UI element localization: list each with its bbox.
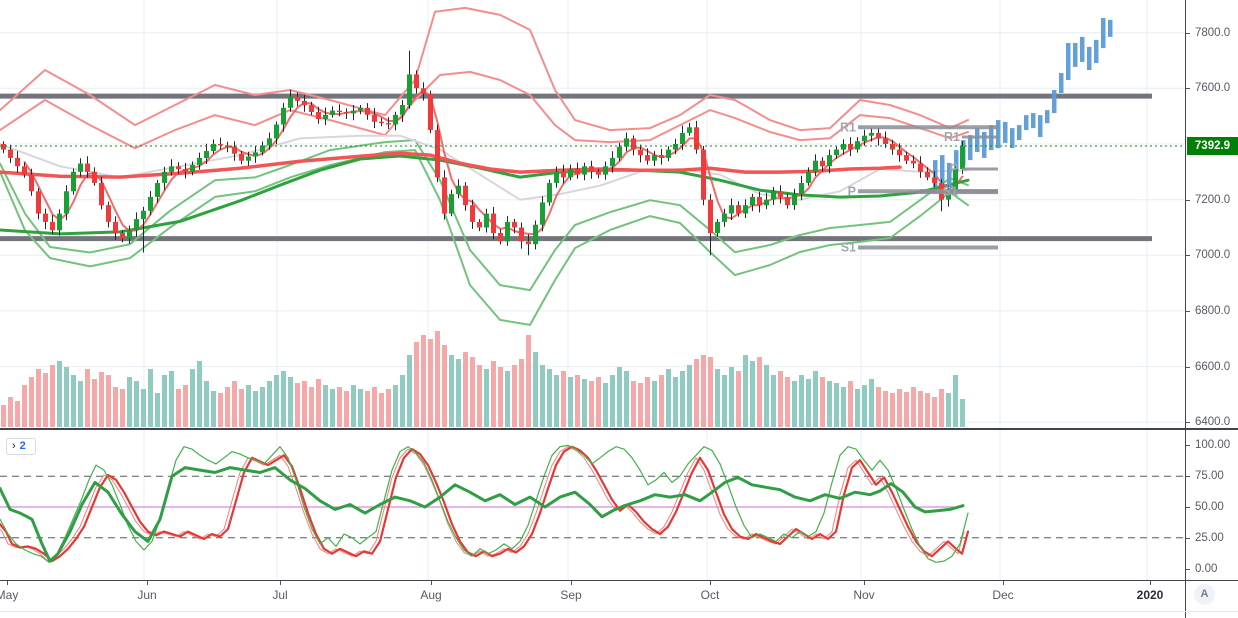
time-tick-label: Aug [420, 588, 442, 602]
price-axis[interactable]: 7392.9 7800.0 7600.0 7200.0 7000.0 6800.0 660… [1185, 0, 1238, 580]
time-tick-mark [280, 581, 281, 585]
axis-tick-mark [1186, 88, 1190, 89]
oscillator-svg [0, 430, 1185, 580]
axis-tick-mark [1186, 311, 1190, 312]
axis-tick-label: 50.00 [1195, 501, 1224, 513]
oscillator-green-slow-line[interactable] [0, 466, 965, 563]
pivot-label: P [950, 162, 958, 176]
pivot-label: R1 [840, 120, 856, 134]
axis-tick-label: 7800.0 [1195, 27, 1231, 39]
axis-tick-mark [1186, 445, 1190, 446]
time-tick-mark [7, 581, 8, 585]
oscillator-red-signal-line[interactable] [0, 446, 965, 562]
time-tick-label: 2020 [1136, 588, 1164, 602]
time-tick-label: Jul [272, 588, 288, 602]
price-pane[interactable]: R1 P S1 R1 P S1 [0, 0, 1185, 430]
time-tick-label: Jun [137, 588, 157, 602]
axis-tick-label: 0.00 [1195, 563, 1218, 575]
axis-tick-mark [1186, 200, 1190, 201]
projection-bar-series[interactable] [933, 18, 1113, 190]
bottom-edge-line [0, 611, 1238, 612]
upper-band-inner-line[interactable] [0, 70, 969, 150]
time-tick-mark [147, 581, 148, 585]
time-tick-label: Oct [700, 588, 720, 602]
axis-tick-mark [1186, 538, 1190, 539]
axis-tick-label: 7200.0 [1195, 194, 1231, 206]
oscillator-red-line[interactable] [0, 445, 970, 563]
time-tick-mark [1150, 581, 1151, 585]
pivot-label: P [848, 184, 856, 198]
time-tick-label: Sep [560, 588, 582, 602]
chevron-right-icon: › [12, 440, 16, 452]
time-tick-label: Nov [853, 588, 875, 602]
volume-series[interactable] [1, 331, 965, 427]
time-tick-mark [1003, 581, 1004, 585]
oscillator-green-fast-line[interactable] [0, 444, 969, 563]
time-axis[interactable]: May Jun Jul Aug Sep Oct Nov Dec 2020 [0, 580, 1238, 618]
indicator-collapse-button[interactable]: › 2 [6, 438, 36, 455]
price-chart-svg: R1 P S1 R1 P S1 [0, 0, 1185, 430]
oscillator-grid [143, 430, 1148, 580]
axis-corner-divider [1185, 580, 1186, 618]
axis-settings-button[interactable]: A [1194, 584, 1215, 605]
slow-green-ma-line[interactable] [0, 154, 970, 236]
axis-tick-mark [1186, 569, 1190, 570]
lower-band-inner-line[interactable] [0, 139, 969, 292]
axis-tick-label: 7000.0 [1195, 249, 1231, 261]
axis-tick-label: 25.00 [1195, 532, 1224, 544]
axis-tick-label: 6400.0 [1195, 416, 1231, 428]
axis-tick-mark [1186, 507, 1190, 508]
candlestick-series[interactable] [1, 50, 965, 256]
grid-lines [0, 0, 1185, 430]
slow-red-ma-line[interactable] [0, 151, 902, 179]
time-tick-mark [431, 581, 432, 585]
axis-tick-label: 6800.0 [1195, 305, 1231, 317]
indicator-count: 2 [19, 440, 26, 452]
time-tick-mark [571, 581, 572, 585]
axis-tick-mark [1186, 476, 1190, 477]
time-tick-label: May [0, 588, 19, 602]
last-price-label: 7392.9 [1187, 137, 1238, 155]
axis-tick-mark [1186, 33, 1190, 34]
pivot-label: S1 [841, 241, 856, 255]
oscillator-pane[interactable]: › 2 [0, 430, 1185, 580]
axis-tick-label: 100.00 [1195, 439, 1231, 451]
time-tick-label: Dec [992, 588, 1014, 602]
pivot-label: R1 [944, 130, 960, 144]
pivot-levels[interactable]: R1 P S1 R1 P S1 [840, 120, 998, 255]
axis-tick-label: 75.00 [1195, 470, 1224, 482]
time-tick-mark [710, 581, 711, 585]
pane-divider[interactable] [0, 428, 1238, 430]
axis-tick-mark [1186, 367, 1190, 368]
axis-tick-mark [1186, 255, 1190, 256]
axis-tick-label: 7600.0 [1195, 82, 1231, 94]
upper-band-outer-line[interactable] [0, 6, 969, 132]
pivot-label: S1 [943, 185, 958, 199]
axis-tick-label: 6600.0 [1195, 361, 1231, 373]
lower-band-outer-line[interactable] [0, 149, 969, 326]
time-tick-mark [864, 581, 865, 585]
axis-tick-mark [1186, 422, 1190, 423]
